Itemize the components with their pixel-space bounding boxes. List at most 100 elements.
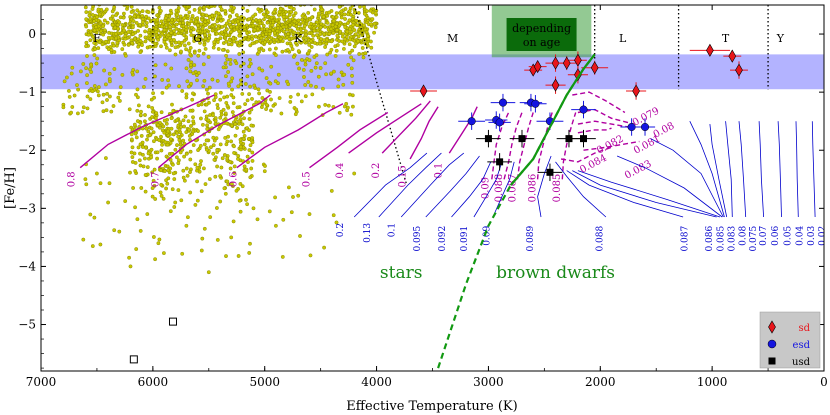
sd-point <box>730 61 748 79</box>
field-star-point <box>165 142 170 147</box>
field-star-point <box>346 62 351 67</box>
field-star-point <box>134 20 139 25</box>
field-star-point <box>279 7 283 12</box>
field-star-point <box>238 209 243 214</box>
field-star-point <box>134 135 139 140</box>
field-star-point <box>344 101 349 106</box>
field-star-point <box>256 87 261 92</box>
field-star-point <box>341 47 346 51</box>
field-star-point <box>218 174 223 179</box>
field-star-point <box>248 57 252 62</box>
field-star-point <box>234 188 239 193</box>
field-star-point <box>245 98 250 103</box>
field-star-point <box>298 0 301 2</box>
field-star-point <box>202 226 207 231</box>
blue-track-label: 0.1 <box>387 223 397 237</box>
field-star-point <box>252 28 257 32</box>
field-star-point <box>225 156 230 161</box>
field-star-point <box>129 10 134 14</box>
field-star-point <box>249 166 254 171</box>
magenta-track-line <box>516 112 534 180</box>
field-star-point <box>261 12 266 17</box>
field-star-point <box>206 91 210 96</box>
field-star-point <box>88 16 93 21</box>
field-star-point <box>150 106 155 110</box>
field-star-point <box>102 18 107 23</box>
field-star-point <box>139 133 144 138</box>
usd-point <box>571 129 596 148</box>
field-star-point <box>230 76 235 81</box>
stars-label: stars <box>380 263 423 283</box>
field-star-point <box>197 48 202 53</box>
field-star-point <box>101 24 106 29</box>
field-star-point <box>138 50 143 54</box>
field-star-point <box>138 39 143 43</box>
field-star-point <box>347 18 352 23</box>
field-star-point <box>81 105 86 110</box>
x-tick-label: 4000 <box>361 375 392 389</box>
field-star-point <box>216 127 221 132</box>
blue-track-line <box>425 155 480 218</box>
field-star-point <box>274 37 279 42</box>
field-star-point <box>168 24 173 29</box>
field-star-point <box>264 107 268 112</box>
field-star-point <box>84 40 89 45</box>
field-star-point <box>113 25 118 30</box>
field-star-point <box>166 17 171 22</box>
field-star-point <box>260 96 265 100</box>
usd-hollow-points <box>129 317 177 364</box>
field-star-point <box>187 133 192 138</box>
blue-track-label: 0.091 <box>460 226 470 252</box>
field-star-point <box>300 13 305 18</box>
field-star-point <box>182 43 187 48</box>
y-tick-label: −2 <box>18 143 36 157</box>
field-star-point <box>307 43 312 47</box>
field-star-point <box>169 17 174 22</box>
field-star-point <box>138 120 143 125</box>
field-star-point <box>147 44 152 49</box>
legend-label: esd <box>793 340 811 351</box>
field-star-point <box>339 9 344 14</box>
field-star-point <box>265 10 270 15</box>
esd-point <box>488 113 511 132</box>
field-star-point <box>192 7 197 12</box>
field-star-point <box>329 39 334 44</box>
field-star-point <box>188 63 193 67</box>
field-star-point <box>250 140 255 145</box>
field-star-point <box>195 165 200 170</box>
field-star-point <box>153 63 158 68</box>
field-star-point <box>133 205 138 210</box>
blue-track-line <box>709 124 728 218</box>
field-star-point <box>199 189 204 194</box>
field-star-point <box>257 47 261 52</box>
blue-track-line <box>811 121 816 218</box>
legend-sd-marker <box>768 320 776 334</box>
field-star-point <box>197 10 202 15</box>
field-star-point <box>137 22 142 27</box>
field-star-point <box>126 43 131 47</box>
field-star-point <box>265 88 270 93</box>
field-star-point <box>288 28 293 33</box>
blue-track-label: 0.03 <box>807 225 817 245</box>
field-star-point <box>163 140 168 145</box>
field-star-point <box>176 134 181 139</box>
sd-point <box>410 84 437 98</box>
field-star-point <box>143 173 148 177</box>
field-star-point <box>349 112 354 117</box>
field-star-point <box>241 6 245 11</box>
field-star-point <box>140 152 145 157</box>
field-star-point <box>195 198 200 203</box>
field-star-point <box>105 91 110 96</box>
age-label-line-1: depending <box>512 22 571 35</box>
field-star-point <box>138 33 143 38</box>
field-star-point <box>123 36 128 41</box>
blue-track-label: 0.02 <box>818 226 828 246</box>
field-star-point <box>105 98 109 102</box>
magenta-track-label: 0.2 <box>371 163 382 179</box>
field-star-point <box>148 36 153 41</box>
field-star-point <box>264 37 269 42</box>
sd-marker <box>590 61 599 75</box>
field-star-point <box>228 166 233 171</box>
field-star-point <box>182 124 187 129</box>
field-star-point <box>159 44 163 49</box>
